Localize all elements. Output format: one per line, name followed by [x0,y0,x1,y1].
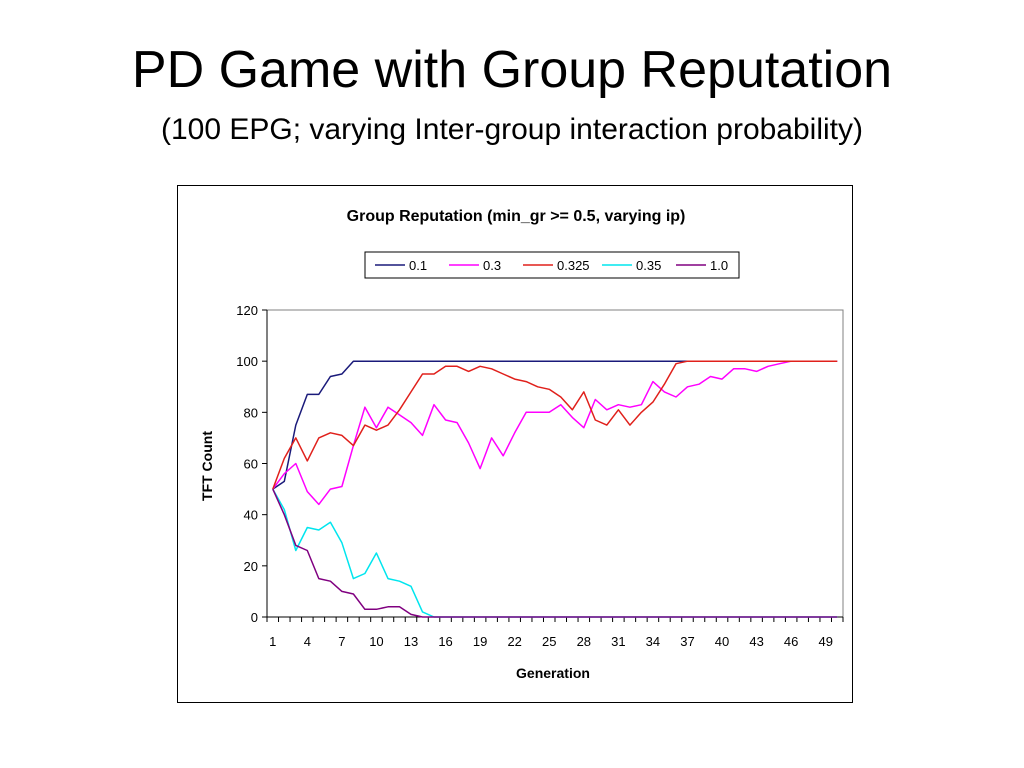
series-line-0-3 [272,360,838,506]
chart-title: Group Reputation (min_gr >= 0.5, varying… [347,208,686,225]
series-line-0-325 [272,360,838,490]
x-tick-label: 34 [646,634,660,649]
x-tick-label: 28 [577,634,591,649]
series-line-0-35 [272,488,838,618]
x-axis-label: Generation [516,665,590,681]
x-tick-label: 46 [784,634,798,649]
x-tick-label: 7 [338,634,345,649]
y-tick-label: 100 [236,354,258,369]
y-tick-label: 120 [236,303,258,318]
legend-label: 0.35 [636,258,661,273]
y-tick-label: 0 [251,610,258,625]
legend-label: 0.325 [557,258,590,273]
x-tick-label: 49 [818,634,832,649]
x-tick-label: 40 [715,634,729,649]
x-tick-label: 13 [404,634,418,649]
y-tick-label: 80 [244,405,258,420]
legend-label: 0.1 [409,258,427,273]
slide-title: PD Game with Group Reputation [131,41,893,99]
plot-area: 0 20 40 60 80 100 120 1 4 7 10 13 16 19 22 25 28 31 34 37 40… [236,303,844,649]
legend: 0.1 0.3 0.325 0.35 1.0 [364,251,740,279]
x-tick-label: 4 [304,634,311,649]
series-line-0-1 [272,360,838,490]
chart-frame: Group Reputation (min_gr >= 0.5, varying… [177,185,853,703]
legend-label: 0.3 [483,258,501,273]
x-tick-label: 19 [473,634,487,649]
y-tick-label: 60 [244,457,258,472]
plot-border [266,309,844,618]
x-tick-label: 16 [438,634,452,649]
x-tick-label: 22 [507,634,521,649]
y-axis-label: TFT Count [199,431,215,501]
x-tick-label: 1 [269,634,276,649]
y-tick-label: 40 [244,508,258,523]
y-tick-label: 20 [244,559,258,574]
line-chart: Group Reputation (min_gr >= 0.5, varying… [199,208,844,681]
x-tick-label: 31 [611,634,625,649]
x-tick-label: 10 [369,634,383,649]
x-tick-label: 43 [749,634,763,649]
x-tick-label: 37 [680,634,694,649]
slide-subtitle: (100 EPG; varying Inter-group interactio… [160,113,863,146]
x-tick-label: 25 [542,634,556,649]
series-line-1-0 [272,488,838,618]
legend-label: 1.0 [710,258,728,273]
